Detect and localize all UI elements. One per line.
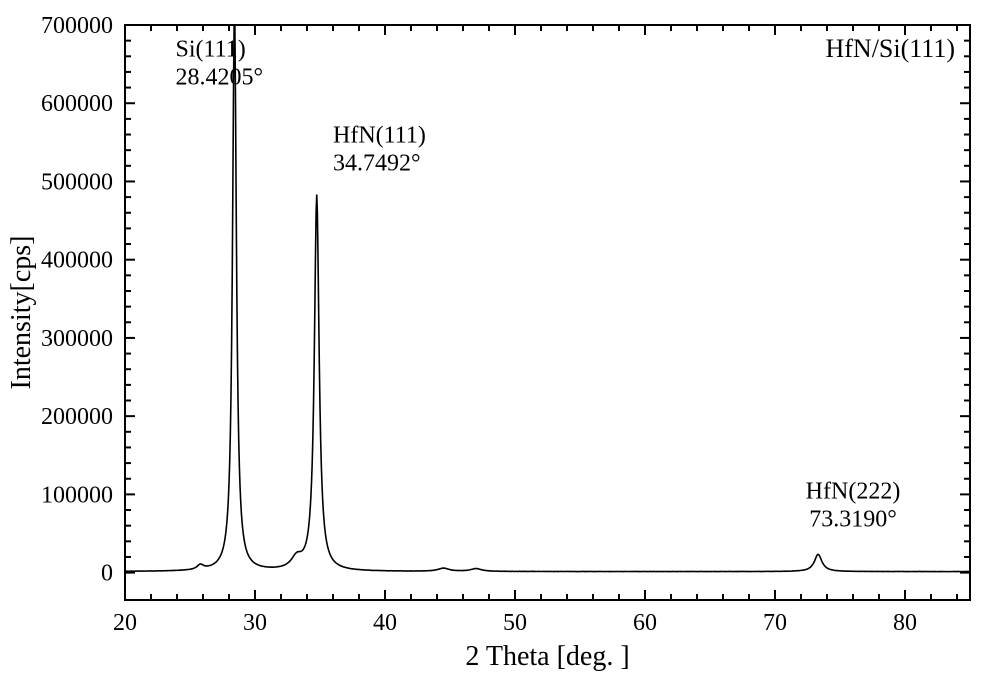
xrd-chart: 20 30 40 50 60 70 80 0 100000 200000 300000 400000 5… xyxy=(0,0,1000,681)
y-tick-label: 400000 xyxy=(41,248,113,274)
peak-label: Si(111) xyxy=(176,36,246,62)
x-tick-label: 50 xyxy=(503,610,527,636)
y-tick-label: 700000 xyxy=(41,13,113,39)
y-tick-label: 300000 xyxy=(41,326,113,352)
x-tick-label: 40 xyxy=(373,610,397,636)
x-tick-label: 30 xyxy=(243,610,267,636)
x-tick-label: 70 xyxy=(763,610,787,636)
y-tick-label: 600000 xyxy=(41,91,113,117)
y-tick-label: 100000 xyxy=(41,482,113,508)
peak-label: HfN(111) xyxy=(333,122,426,148)
peak-label-angle: 73.3190° xyxy=(809,506,897,532)
x-tick-label: 20 xyxy=(113,610,137,636)
y-tick-label: 200000 xyxy=(41,404,113,430)
chart-title: HfN/Si(111) xyxy=(825,34,955,63)
x-tick-label: 60 xyxy=(633,610,657,636)
x-tick-label: 80 xyxy=(893,610,917,636)
peak-label-angle: 28.4205° xyxy=(176,64,264,90)
y-axis-label: Intensity[cps] xyxy=(6,236,37,390)
chart-svg: 20 30 40 50 60 70 80 0 100000 200000 300000 400000 5… xyxy=(0,0,1000,681)
peak-label: HfN(222) xyxy=(806,478,901,504)
y-tick-label: 500000 xyxy=(41,169,113,195)
y-tick-label: 0 xyxy=(101,561,113,587)
x-axis-label: 2 Theta [deg. ] xyxy=(465,641,629,672)
peak-label-angle: 34.7492° xyxy=(333,150,421,176)
